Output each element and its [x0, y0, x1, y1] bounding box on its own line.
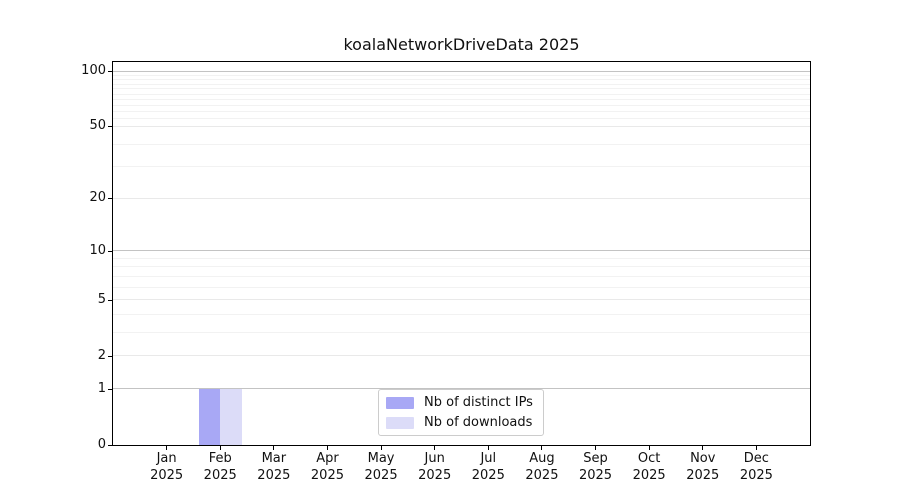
y-tick-label-1: 1: [97, 380, 106, 396]
gridline-y-80: [113, 88, 810, 90]
gridline-y-70: [113, 99, 810, 101]
y-tick-mark-100: [108, 71, 112, 73]
legend-label: Nb of distinct IPs: [424, 395, 533, 410]
gridline-y-85: [113, 83, 810, 85]
x-tick-mark-jun: [434, 446, 436, 450]
legend-item-distinct-ips: Nb of distinct IPs: [386, 395, 543, 410]
plot-area: [112, 61, 811, 446]
x-tick-mark-sep: [595, 446, 597, 450]
x-tick-label-jan: Jan 2025: [150, 451, 184, 483]
y-tick-mark-1: [108, 388, 112, 390]
y-tick-label-10: 10: [89, 242, 106, 258]
x-tick-label-may: May 2025: [364, 451, 398, 483]
x-tick-mark-jul: [487, 446, 489, 450]
x-tick-label-dec: Dec 2025: [739, 451, 773, 483]
distinct-ips-swatch-icon: [386, 396, 414, 409]
gridline-y-20: [113, 197, 810, 199]
gridline-y-5: [113, 299, 810, 301]
x-tick-mark-may: [380, 446, 382, 450]
y-tick-mark-5: [108, 299, 112, 301]
gridline-y-6: [113, 286, 810, 288]
y-tick-mark-50: [108, 126, 112, 128]
y-tick-label-0: 0: [97, 437, 106, 452]
gridline-y-2: [113, 355, 810, 357]
gridline-y-75: [113, 93, 810, 95]
y-tick-mark-10: [108, 250, 112, 252]
x-tick-mark-jan: [166, 446, 168, 450]
x-tick-mark-aug: [541, 446, 543, 450]
x-tick-mark-mar: [273, 446, 275, 450]
gridline-y-95: [113, 74, 810, 76]
x-tick-mark-nov: [702, 446, 704, 450]
x-tick-label-feb: Feb 2025: [203, 451, 237, 483]
x-tick-label-aug: Aug 2025: [525, 451, 559, 483]
x-tick-label-jul: Jul 2025: [471, 451, 505, 483]
gridline-y-90: [113, 79, 810, 81]
x-tick-label-mar: Mar 2025: [257, 451, 291, 483]
legend: Nb of distinct IPs Nb of downloads: [378, 389, 544, 436]
y-tick-label-50: 50: [89, 118, 106, 134]
legend-item-downloads: Nb of downloads: [386, 415, 543, 430]
x-tick-label-oct: Oct 2025: [632, 451, 666, 483]
y-tick-mark-2: [108, 355, 112, 357]
x-tick-label-sep: Sep 2025: [578, 451, 613, 483]
gridline-y-100: [113, 70, 810, 72]
gridline-y-50: [113, 125, 810, 127]
y-tick-label-5: 5: [97, 291, 106, 307]
x-tick-mark-dec: [755, 446, 757, 450]
chart-title: koalaNetworkDriveData 2025: [343, 35, 580, 54]
x-tick-label-jun: Jun 2025: [418, 451, 452, 483]
gridline-y-10: [113, 250, 810, 252]
x-tick-label-nov: Nov 2025: [686, 451, 720, 483]
y-tick-label-20: 20: [89, 190, 106, 206]
gridline-y-4: [113, 314, 810, 316]
bar-nb-of-distinct-ips-feb: [198, 388, 221, 445]
gridline-y-7: [113, 276, 810, 278]
gridline-y-40: [113, 143, 810, 145]
gridline-y-1: [113, 388, 810, 390]
legend-label: Nb of downloads: [424, 415, 533, 430]
gridline-y-8: [113, 266, 810, 268]
gridline-y-9: [113, 257, 810, 259]
gridline-y-30: [113, 166, 810, 168]
gridline-y-55: [113, 118, 810, 120]
y-tick-mark-20: [108, 198, 112, 200]
x-tick-mark-apr: [326, 446, 328, 450]
x-tick-mark-oct: [648, 446, 650, 450]
gridline-y-60: [113, 111, 810, 113]
y-tick-label-100: 100: [81, 63, 106, 79]
bar-nb-of-downloads-feb: [220, 388, 242, 445]
downloads-swatch-icon: [386, 416, 414, 429]
x-tick-label-apr: Apr 2025: [310, 451, 344, 483]
x-tick-mark-feb: [219, 446, 221, 450]
y-tick-mark-0: [108, 445, 112, 446]
gridline-y-65: [113, 105, 810, 107]
y-tick-label-2: 2: [97, 347, 106, 363]
gridline-y-3: [113, 332, 810, 334]
